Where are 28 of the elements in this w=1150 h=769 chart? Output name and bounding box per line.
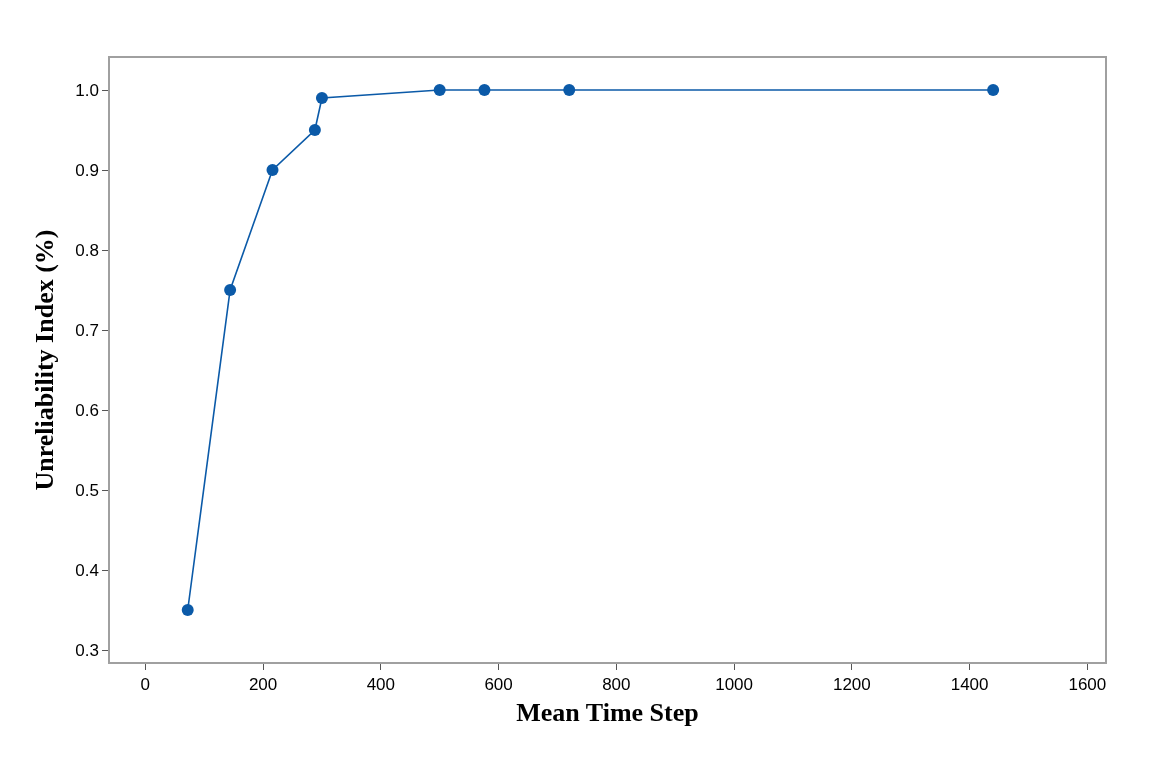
point bbox=[478, 84, 491, 96]
x-tick-label: 600 bbox=[484, 675, 513, 695]
x-tick-label: 1000 bbox=[715, 675, 753, 695]
x-tick-label: 400 bbox=[366, 675, 396, 695]
x-tick-label: 200 bbox=[248, 675, 278, 695]
y-tick-label: 0.5 bbox=[75, 480, 99, 500]
y-tick-label: 0.9 bbox=[75, 160, 99, 180]
x-tick-label: 1600 bbox=[1068, 675, 1107, 695]
point bbox=[433, 84, 446, 96]
point bbox=[224, 284, 237, 296]
y-tick-label: 1.0 bbox=[75, 80, 99, 100]
point bbox=[308, 124, 321, 136]
y-tick-label: 0.7 bbox=[75, 320, 99, 340]
x-tick-label: 1400 bbox=[950, 675, 989, 695]
x-tick-label: 0 bbox=[140, 675, 151, 695]
point bbox=[563, 84, 576, 96]
point bbox=[987, 84, 1000, 96]
y-axis-title: Unreliability Index (%) bbox=[30, 229, 60, 491]
x-tick-label: 1200 bbox=[832, 675, 871, 695]
point bbox=[315, 92, 328, 104]
y-tick-label: 0.3 bbox=[75, 640, 99, 660]
x-tick-label: 800 bbox=[602, 675, 631, 695]
y-tick-label: 0.4 bbox=[75, 560, 99, 580]
y-tick-label: 0.8 bbox=[75, 240, 99, 260]
x-axis-title: Mean Time Step bbox=[516, 698, 699, 728]
point bbox=[266, 164, 279, 176]
point bbox=[181, 604, 194, 616]
y-tick-label: 0.6 bbox=[75, 400, 99, 420]
